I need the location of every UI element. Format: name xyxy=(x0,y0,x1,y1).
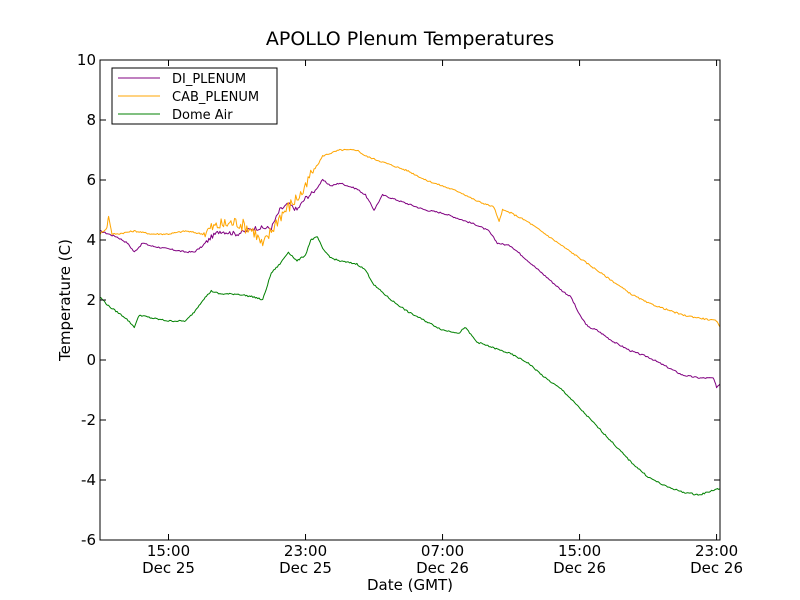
legend-label: Dome Air xyxy=(172,108,233,123)
y-axis-label: Temperature (C) xyxy=(56,239,74,362)
series-line-di-plenum xyxy=(99,178,721,389)
y-tick-label: 2 xyxy=(86,291,96,309)
x-tick-date-label: Dec 25 xyxy=(142,559,195,577)
legend-label: DI_PLENUM xyxy=(172,72,246,87)
x-tick-time-label: 23:00 xyxy=(284,542,327,560)
series-layer xyxy=(99,148,721,496)
y-tick-label: -4 xyxy=(81,471,96,489)
series-line-dome-air xyxy=(99,236,721,496)
y-tick-label: 8 xyxy=(86,111,96,129)
y-tick-label: 0 xyxy=(86,351,96,369)
y-tick-label: -2 xyxy=(81,411,96,429)
plot-frame xyxy=(99,59,721,541)
y-tick-label: -6 xyxy=(81,531,96,549)
series-line-cab-plenum xyxy=(99,148,721,328)
y-tick-label: 6 xyxy=(86,171,96,189)
x-tick-date-label: Dec 26 xyxy=(416,559,469,577)
chart-title: APOLLO Plenum Temperatures xyxy=(266,28,554,50)
x-axis-label: Date (GMT) xyxy=(367,576,453,594)
y-tick-label: 4 xyxy=(86,231,96,249)
x-tick-time-label: 07:00 xyxy=(421,542,464,560)
legend-label: CAB_PLENUM xyxy=(172,90,259,105)
plot-area xyxy=(100,60,720,540)
x-tick-time-label: 15:00 xyxy=(147,542,190,560)
x-tick-date-label: Dec 25 xyxy=(279,559,332,577)
y-tick-label: 10 xyxy=(77,51,96,69)
x-tick-time-label: 15:00 xyxy=(558,542,601,560)
x-tick-date-label: Dec 26 xyxy=(553,559,606,577)
x-tick-date-label: Dec 26 xyxy=(690,559,743,577)
x-tick-time-label: 23:00 xyxy=(695,542,738,560)
legend: DI_PLENUM CAB_PLENUM Dome Air xyxy=(111,67,278,125)
